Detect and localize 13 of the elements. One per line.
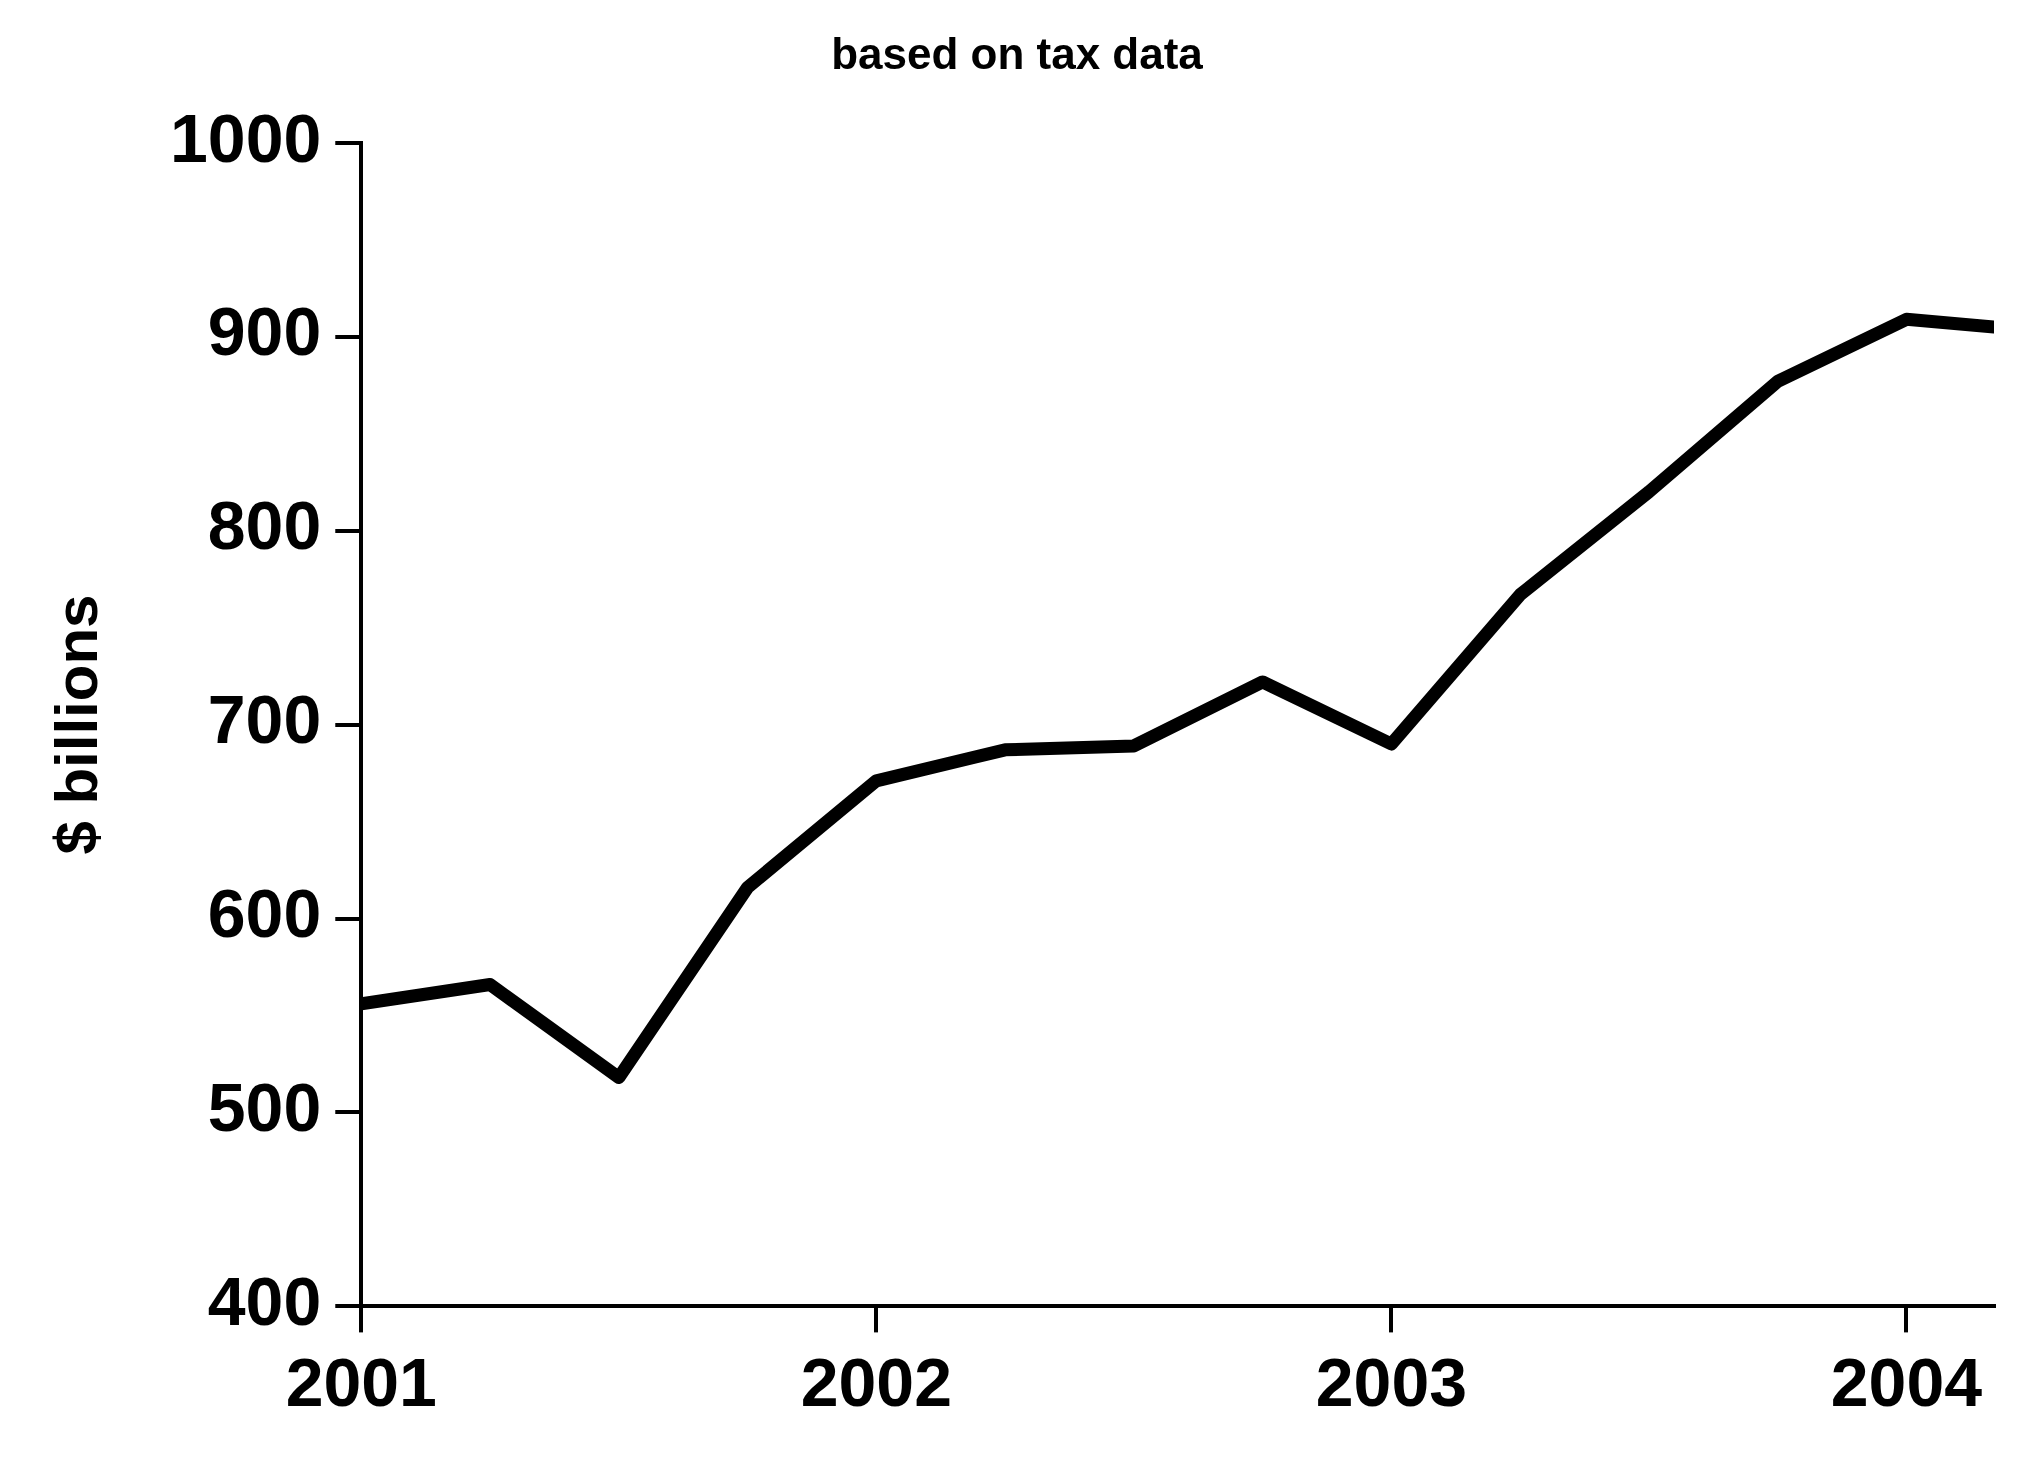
y-tick-label: 1000	[169, 99, 322, 176]
y-axis-title: $ billions	[42, 594, 110, 855]
y-tick-label: 900	[207, 293, 322, 370]
x-tick-label: 2004	[1830, 1343, 1983, 1420]
chart-title: based on tax data	[831, 28, 1204, 78]
y-tick-label: 800	[207, 487, 322, 564]
x-tick-label: 2001	[285, 1343, 437, 1420]
y-tick-label: 600	[207, 875, 322, 952]
x-tick-label: 2003	[1315, 1343, 1468, 1420]
x-tick-label: 2002	[800, 1343, 952, 1420]
y-tick-label: 700	[207, 681, 322, 758]
y-tick-label: 500	[207, 1069, 322, 1146]
y-tick-label: 400	[207, 1263, 322, 1340]
